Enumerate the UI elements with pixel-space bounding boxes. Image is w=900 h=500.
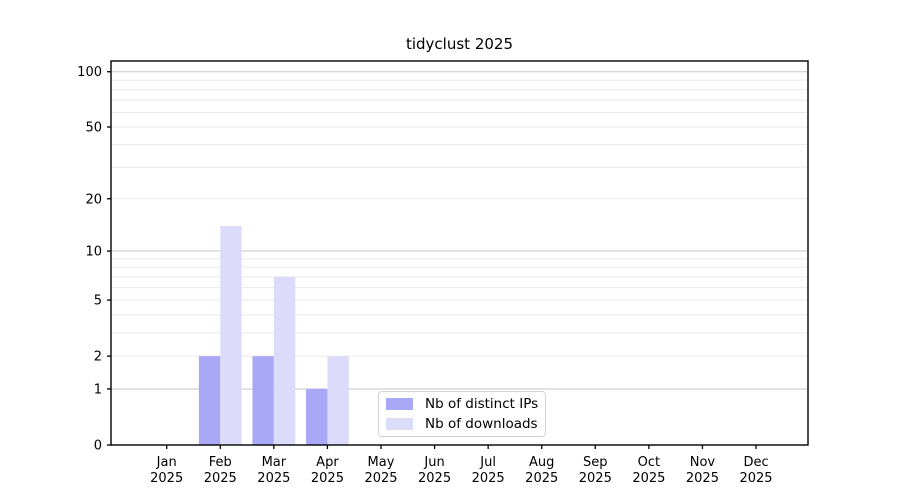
x-tick-label-month: Aug	[529, 455, 554, 470]
y-tick-label: 100	[77, 65, 102, 80]
bar-downloads-apr	[327, 356, 349, 445]
x-tick-label-month: Sep	[583, 455, 608, 470]
x-tick-label-month: Jan	[156, 455, 177, 470]
x-tick-label-year: 2025	[257, 471, 290, 486]
x-tick-label-year: 2025	[311, 471, 344, 486]
y-tick-label: 20	[85, 192, 102, 207]
x-tick-label-month: Jul	[479, 455, 496, 470]
x-tick-label-month: Feb	[209, 455, 232, 470]
bar-distinct-ips-feb	[198, 356, 221, 445]
x-tick-label-month: Jun	[423, 455, 444, 470]
x-tick-label-month: May	[368, 455, 395, 470]
y-tick-label: 10	[85, 245, 102, 260]
y-tick-label: 2	[94, 350, 102, 365]
x-tick-label-year: 2025	[418, 471, 451, 486]
legend: Nb of distinct IPs Nb of downloads	[378, 391, 546, 437]
bar-distinct-ips-mar	[252, 356, 274, 445]
x-tick-label-month: Mar	[262, 455, 287, 470]
x-tick-label-month: Nov	[690, 455, 716, 470]
bar-downloads-mar	[273, 276, 296, 445]
y-tick-label: 1	[94, 382, 102, 397]
x-tick-label-year: 2025	[472, 471, 505, 486]
x-tick-label-year: 2025	[686, 471, 719, 486]
x-tick-label-month: Oct	[638, 455, 660, 470]
x-tick-label-year: 2025	[525, 471, 558, 486]
x-tick-label-year: 2025	[150, 471, 183, 486]
x-tick-label-month: Dec	[743, 455, 768, 470]
x-tick-label-year: 2025	[579, 471, 612, 486]
y-tick-label: 50	[85, 120, 102, 135]
y-tick-label: 5	[94, 294, 102, 309]
legend-item-distinct-ips: Nb of distinct IPs	[386, 396, 539, 412]
x-tick-label-month: Apr	[316, 455, 339, 470]
legend-label-downloads: Nb of downloads	[425, 416, 538, 432]
chart-title: tidyclust 2025	[405, 35, 513, 53]
legend-label-distinct-ips: Nb of distinct IPs	[425, 396, 539, 412]
x-tick-label-year: 2025	[632, 471, 665, 486]
x-tick-label-year: 2025	[739, 471, 772, 486]
legend-item-downloads: Nb of downloads	[386, 416, 538, 432]
legend-swatch-downloads-icon	[386, 418, 413, 430]
axes-spines	[110, 60, 809, 446]
x-tick-label-year: 2025	[204, 471, 237, 486]
bar-downloads-feb	[220, 225, 242, 445]
bar-distinct-ips-apr	[306, 388, 328, 445]
y-tick-label: 0	[94, 439, 102, 454]
legend-swatch-distinct-ips-icon	[386, 398, 413, 410]
x-tick-label-year: 2025	[364, 471, 397, 486]
